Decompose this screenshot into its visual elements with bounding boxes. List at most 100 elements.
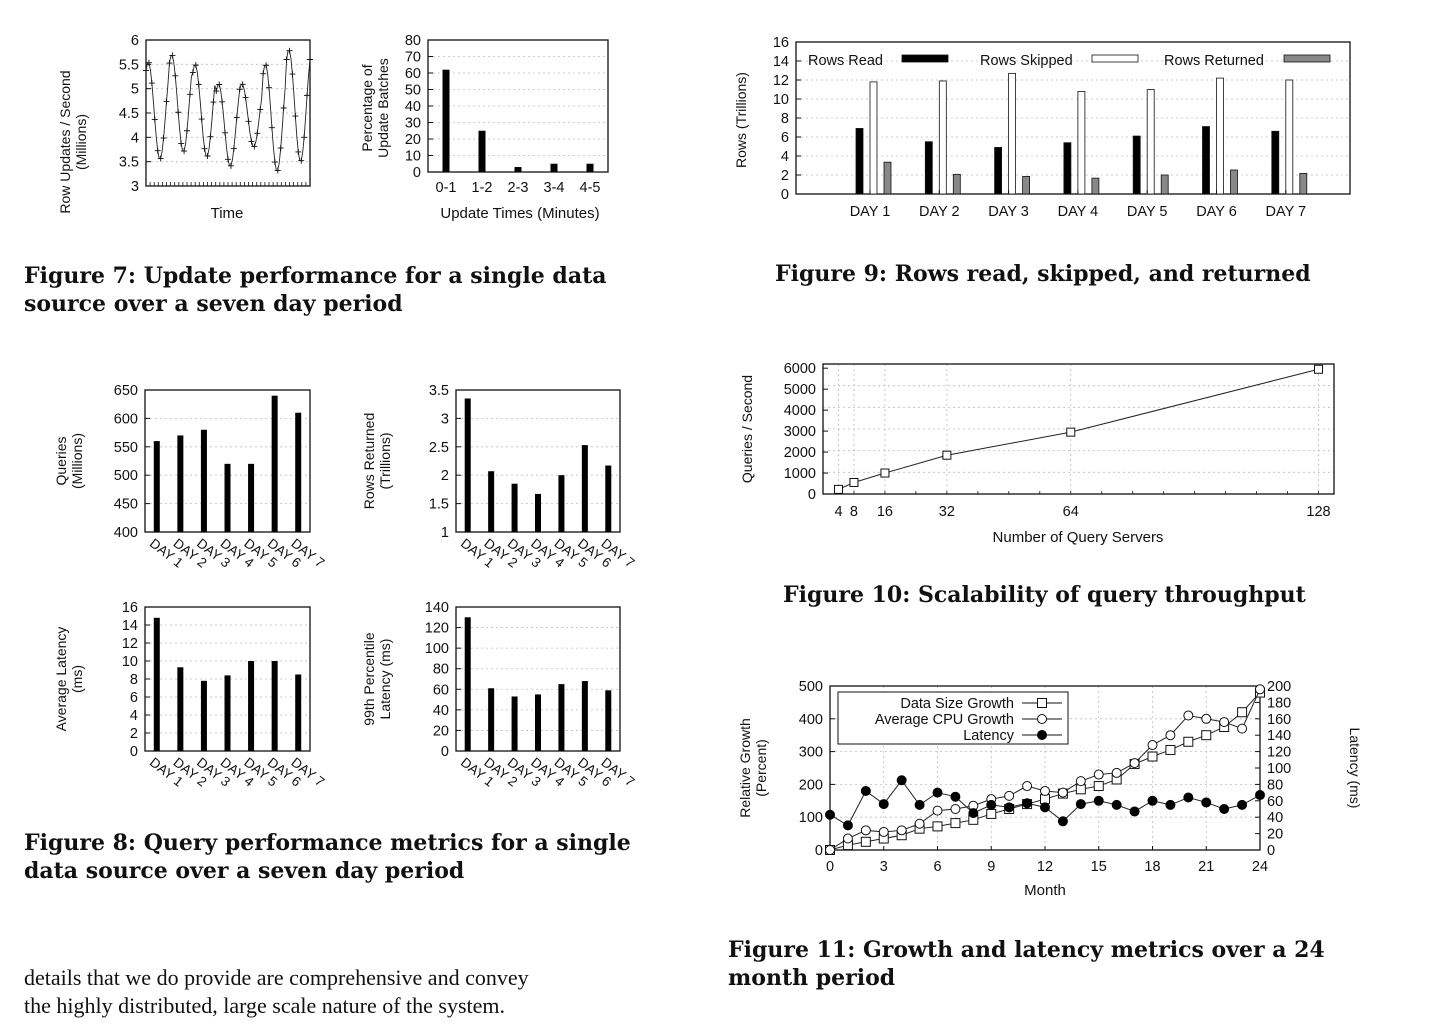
y-tick-label: 550 (114, 440, 138, 456)
data-point (1022, 781, 1033, 792)
plot-frame (822, 363, 1335, 495)
data-point (292, 113, 299, 120)
figure-10-caption: Figure 10: Scalability of query throughp… (783, 582, 1306, 608)
y-tick-label: 500 (114, 468, 138, 484)
data-point (1093, 769, 1104, 780)
data-point (1219, 717, 1230, 728)
caption-line: month period (728, 965, 896, 991)
bar (558, 475, 565, 532)
data-point (1057, 787, 1068, 798)
y-tick-label: 4000 (784, 403, 816, 419)
data-point (301, 134, 308, 141)
x-tick-label: 21 (1198, 859, 1214, 875)
y-tick-label: 300 (799, 745, 823, 761)
y-axis-label-line: Queries (53, 436, 69, 485)
y-tick-label: 6 (130, 690, 138, 706)
y-axis-label-line: Relative Growth (737, 718, 753, 818)
y-tick-label: 140 (425, 600, 449, 616)
x-tick-label: 3-4 (544, 180, 565, 196)
data-point (1183, 710, 1194, 721)
y-axis-label-line: Update Batches (375, 58, 391, 158)
data-point (842, 820, 853, 831)
x-tick-label: 8 (850, 504, 858, 520)
data-point (1075, 799, 1086, 810)
y-axis-label-line: Average Latency (53, 627, 69, 732)
bar (248, 661, 255, 751)
legend-label: Average CPU Growth (875, 712, 1014, 728)
bar (855, 128, 864, 195)
data-point (1004, 790, 1015, 801)
bar (581, 445, 588, 532)
y-tick-label: 600 (114, 411, 138, 427)
y-tick-label: 80 (433, 662, 449, 678)
y-tick-label: 2 (781, 168, 789, 184)
y2-tick-label: 120 (1267, 745, 1291, 761)
y-tick-label: 1000 (784, 466, 816, 482)
legend-label: Data Size Growth (900, 696, 1014, 712)
y-tick-label: 5000 (784, 382, 816, 398)
data-point (195, 81, 202, 88)
bar (550, 163, 558, 172)
data-point (239, 81, 246, 88)
data-point (1037, 698, 1047, 708)
legend-label: Latency (963, 728, 1015, 744)
data-point (1255, 790, 1265, 801)
y-tick-label: 4.5 (119, 106, 139, 122)
bar (581, 681, 588, 751)
y-tick-label: 3.5 (119, 155, 139, 171)
data-point (1237, 707, 1248, 718)
y-tick-label: 1 (441, 525, 449, 541)
y-tick-label: 2 (130, 726, 138, 742)
caption-line: source over a seven day period (24, 291, 403, 317)
x-tick-label: DAY 3 (988, 204, 1029, 220)
data-point (248, 138, 255, 145)
data-point (233, 114, 240, 121)
y-axis-label-line: Rows (Trillions) (733, 72, 749, 168)
y-axis-label-line: Row Updates / Second (57, 70, 73, 213)
data-point (986, 808, 997, 819)
data-point (166, 60, 173, 67)
data-point (1255, 684, 1265, 695)
data-point (1183, 736, 1194, 747)
data-point (216, 81, 223, 88)
y-tick-label: 14 (773, 54, 789, 70)
data-point (1111, 767, 1122, 778)
data-point (1165, 744, 1176, 755)
data-point (245, 118, 252, 125)
y-axis-label-line: Queries / Second (739, 375, 755, 483)
y-tick-label: 20 (433, 723, 449, 739)
data-point (280, 104, 287, 111)
y-tick-label: 40 (433, 703, 449, 719)
data-point (274, 167, 281, 174)
y-axis-label-line: (Percent) (753, 739, 769, 797)
bar (224, 675, 231, 751)
x-tick-label: DAY 7 (1266, 204, 1307, 220)
caption-line: Figure 8: Query performance metrics for … (24, 830, 631, 856)
data-point (251, 143, 258, 150)
data-point (1147, 751, 1158, 762)
data-point (160, 135, 167, 142)
data-point (849, 477, 859, 487)
data-point (896, 825, 907, 836)
x-axis-label: Number of Query Servers (993, 529, 1164, 546)
data-point (186, 91, 193, 98)
bar (1271, 130, 1280, 195)
y-axis-label-line: (Millions) (69, 433, 85, 489)
series-line (145, 50, 311, 171)
data-point (1129, 758, 1140, 769)
y-tick-label: 3.5 (429, 383, 449, 399)
y-tick-label: 10 (122, 654, 138, 670)
data-point (914, 799, 925, 810)
data-point (236, 86, 243, 93)
bar (1230, 169, 1238, 195)
data-point (145, 59, 152, 66)
legend-label: Rows Read (808, 53, 883, 69)
x-axis-label: Month (1024, 882, 1066, 899)
data-point (298, 157, 305, 164)
data-point (283, 56, 290, 63)
x-tick-label: DAY 6 (1196, 204, 1237, 220)
x-tick-label: 0 (826, 859, 834, 875)
data-point (277, 145, 284, 152)
y-tick-label: 4 (130, 708, 138, 724)
